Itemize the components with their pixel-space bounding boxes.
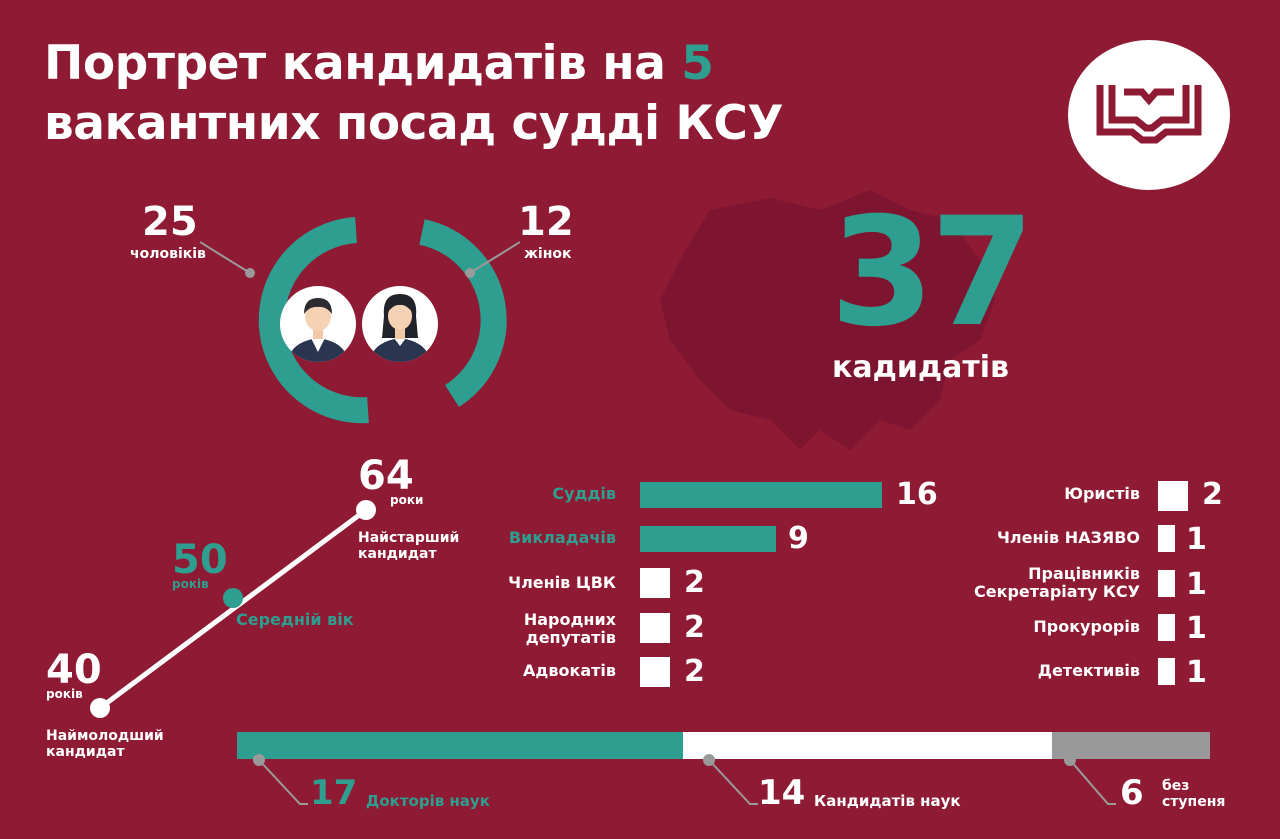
youngest-age-label-line-1: Наймолодший <box>46 728 164 744</box>
degree-bar-candidates <box>683 732 1052 759</box>
profession-value-teachers: 9 <box>788 521 809 556</box>
profession-value-jurists: 2 <box>1202 477 1223 512</box>
profession-label-secretariat-line-2: Секретаріату КСУ <box>974 582 1140 601</box>
profession-value-nazyavo: 1 <box>1186 522 1207 557</box>
title-line-1-text: Портрет кандидатів на <box>44 36 682 91</box>
youngest-point <box>90 698 110 718</box>
bar-prosecutors <box>1158 614 1175 641</box>
average-age-label: Середній вік <box>236 610 354 629</box>
oldest-age-label-line-2: кандидат <box>358 546 437 562</box>
bar-deputies <box>640 613 670 643</box>
title-line-2: вакантних посад судді КСУ <box>44 96 784 151</box>
page-title: Портрет кандидатів на 5 вакантних посад … <box>44 34 784 154</box>
youngest-age-value: 40 <box>46 647 102 693</box>
youngest-age-label: Наймолодший кандидат <box>46 728 164 760</box>
bar-detectives <box>1158 658 1175 685</box>
profession-label-prosecutors: Прокурорів <box>1033 617 1140 636</box>
ukraine-map-icon <box>660 190 995 450</box>
profession-label-secretariat: Працівників Секретаріату КСУ <box>940 565 1140 601</box>
women-label: жінок <box>524 246 572 262</box>
man-avatar-icon <box>280 286 356 362</box>
men-arc <box>258 217 369 424</box>
age-line <box>90 500 376 718</box>
average-age-value: 50 <box>172 537 228 583</box>
youngest-age-label-line-2: кандидат <box>46 744 125 760</box>
candidates-count: 14 <box>758 773 806 813</box>
woman-avatar-icon <box>362 286 438 362</box>
no-degree-label-line-1: без <box>1162 778 1190 794</box>
oldest-age-unit: роки <box>390 493 424 507</box>
bar-lawyers <box>640 657 670 687</box>
profession-label-lawyers: Адвокатів <box>523 661 616 680</box>
profession-label-cec: Членів ЦВК <box>508 573 616 592</box>
no-degree-label-line-2: ступеня <box>1162 794 1226 810</box>
average-age-unit: років <box>172 577 209 591</box>
women-count: 12 <box>518 199 574 245</box>
bar-jurists <box>1158 481 1188 511</box>
open-book-icon <box>1096 85 1202 144</box>
oldest-point <box>356 500 376 520</box>
profession-value-lawyers: 2 <box>684 654 705 689</box>
profession-label-teachers: Викладачів <box>508 528 616 547</box>
youngest-age-unit: років <box>46 687 83 701</box>
oldest-age-label-line-1: Найстарший <box>358 530 460 546</box>
no-degree-label: без ступеня <box>1162 778 1225 810</box>
profession-label-detectives: Детективів <box>1037 661 1140 680</box>
doctors-label: Докторів наук <box>366 792 490 810</box>
men-count: 25 <box>142 199 198 245</box>
gender-ring-chart <box>200 217 520 424</box>
profession-label-nazyavo: Членів НАЗЯВО <box>997 528 1140 547</box>
bar-judges <box>640 482 882 508</box>
no-degree-count: 6 <box>1120 773 1144 813</box>
oldest-age-value: 64 <box>358 453 414 499</box>
profession-label-deputies-line-1: Народних <box>523 610 616 629</box>
degree-bar-doctors <box>237 732 683 759</box>
profession-label-jurists: Юристів <box>1064 484 1140 503</box>
profession-value-deputies: 2 <box>684 610 705 645</box>
title-line-1: Портрет кандидатів на 5 <box>44 34 783 94</box>
profession-label-deputies: Народних депутатів <box>466 611 616 647</box>
oldest-age-label: Найстарший кандидат <box>358 530 459 562</box>
bar-secretariat <box>1158 570 1175 597</box>
profession-value-judges: 16 <box>896 477 938 512</box>
profession-label-judges: Суддів <box>552 484 616 503</box>
profession-value-secretariat: 1 <box>1186 567 1207 602</box>
profession-label-deputies-line-2: депутатів <box>525 628 616 647</box>
degree-pointers <box>253 754 1116 805</box>
profession-value-detectives: 1 <box>1186 655 1207 690</box>
doctors-count: 17 <box>310 773 358 813</box>
men-label: чоловіків <box>130 246 206 262</box>
bar-teachers <box>640 526 776 552</box>
women-arc <box>418 219 507 407</box>
profession-value-cec: 2 <box>684 565 705 600</box>
profession-label-secretariat-line-1: Працівників <box>1028 564 1140 583</box>
total-count: 37 <box>830 186 1035 360</box>
bar-cec <box>640 568 670 598</box>
total-label: кадидатів <box>832 350 1009 385</box>
profession-value-prosecutors: 1 <box>1186 611 1207 646</box>
logo <box>1068 40 1230 190</box>
title-highlight-number: 5 <box>681 36 714 91</box>
candidates-label: Кандидатів наук <box>814 792 961 810</box>
degree-bar-none <box>1052 732 1210 759</box>
bar-nazyavo <box>1158 525 1175 552</box>
average-point <box>223 588 243 608</box>
